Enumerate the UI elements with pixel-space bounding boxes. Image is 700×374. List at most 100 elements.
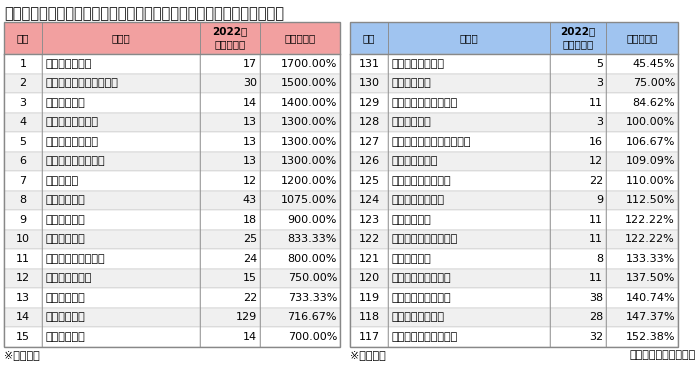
Text: 千葉県野田市: 千葉県野田市 bbox=[391, 254, 430, 264]
Text: 12: 12 bbox=[589, 156, 603, 166]
Text: 千葉県千葉市稲毛区: 千葉県千葉市稲毛区 bbox=[45, 254, 104, 264]
Bar bbox=[42, 327, 200, 346]
Bar bbox=[4, 151, 42, 171]
Bar bbox=[200, 171, 260, 190]
Text: 750.00%: 750.00% bbox=[288, 273, 337, 283]
Text: 122.22%: 122.22% bbox=[625, 215, 675, 225]
Bar bbox=[4, 22, 42, 54]
Text: エリア: エリア bbox=[460, 33, 478, 43]
Bar bbox=[350, 269, 388, 288]
Text: 9: 9 bbox=[596, 195, 603, 205]
Bar bbox=[4, 327, 42, 346]
Bar bbox=[4, 93, 42, 113]
Text: 121: 121 bbox=[358, 254, 379, 264]
Bar bbox=[4, 269, 42, 288]
Bar bbox=[260, 22, 340, 54]
Text: 1075.00%: 1075.00% bbox=[281, 195, 337, 205]
Bar bbox=[200, 132, 260, 151]
Bar bbox=[260, 93, 340, 113]
Text: 神奈川県川崎市川崎区: 神奈川県川崎市川崎区 bbox=[391, 332, 457, 342]
Bar bbox=[42, 249, 200, 269]
Text: 84.62%: 84.62% bbox=[632, 98, 675, 108]
Text: 17: 17 bbox=[243, 59, 257, 69]
Text: 119: 119 bbox=[358, 293, 379, 303]
Bar bbox=[42, 307, 200, 327]
Bar bbox=[350, 113, 388, 132]
Text: 5: 5 bbox=[596, 59, 603, 69]
Text: 13: 13 bbox=[16, 293, 30, 303]
Bar bbox=[606, 113, 678, 132]
Text: 神奈川県横浜市保土ヶ谷区: 神奈川県横浜市保土ヶ谷区 bbox=[391, 137, 470, 147]
Text: 埼玉県八潮市: 埼玉県八潮市 bbox=[45, 332, 85, 342]
Text: 8: 8 bbox=[20, 195, 27, 205]
Bar bbox=[606, 269, 678, 288]
Bar bbox=[606, 93, 678, 113]
Text: 6: 6 bbox=[20, 156, 27, 166]
Text: 1300.00%: 1300.00% bbox=[281, 156, 337, 166]
Text: 8: 8 bbox=[596, 254, 603, 264]
Text: 東京商工リサーチ調べ: 東京商工リサーチ調べ bbox=[630, 350, 696, 361]
Text: 神奈川県横浜市港南区: 神奈川県横浜市港南区 bbox=[391, 98, 457, 108]
Bar bbox=[260, 230, 340, 249]
Bar bbox=[550, 22, 606, 54]
Bar bbox=[200, 249, 260, 269]
Bar bbox=[606, 230, 678, 249]
Text: 3: 3 bbox=[596, 117, 603, 127]
Bar bbox=[350, 307, 388, 327]
Bar bbox=[388, 113, 550, 132]
Text: 117: 117 bbox=[358, 332, 379, 342]
Bar bbox=[350, 171, 388, 190]
Bar bbox=[4, 74, 42, 93]
Bar bbox=[4, 22, 340, 346]
Text: 1200.00%: 1200.00% bbox=[281, 176, 337, 186]
Text: 千葉県千葉市若葉区: 千葉県千葉市若葉区 bbox=[45, 156, 104, 166]
Bar bbox=[4, 113, 42, 132]
Text: 28: 28 bbox=[589, 312, 603, 322]
Bar bbox=[350, 249, 388, 269]
Bar bbox=[388, 307, 550, 327]
Bar bbox=[550, 113, 606, 132]
Text: 11: 11 bbox=[589, 215, 603, 225]
Text: 千葉県市原市: 千葉県市原市 bbox=[45, 234, 85, 244]
Text: 1: 1 bbox=[20, 59, 27, 69]
Bar bbox=[388, 230, 550, 249]
Text: 7: 7 bbox=[20, 176, 27, 186]
Bar bbox=[606, 327, 678, 346]
Text: 埼玉県狭山市: 埼玉県狭山市 bbox=[391, 117, 430, 127]
Text: 109.09%: 109.09% bbox=[626, 156, 675, 166]
Text: 1500.00%: 1500.00% bbox=[281, 78, 337, 88]
Text: 128: 128 bbox=[358, 117, 379, 127]
Bar bbox=[550, 74, 606, 93]
Text: 13: 13 bbox=[243, 117, 257, 127]
Bar bbox=[388, 190, 550, 210]
Bar bbox=[42, 132, 200, 151]
Text: ※比率降順: ※比率降順 bbox=[4, 350, 40, 361]
Text: 東京都東久留米市: 東京都東久留米市 bbox=[391, 59, 444, 69]
Bar bbox=[606, 190, 678, 210]
Bar bbox=[388, 22, 550, 54]
Bar bbox=[4, 288, 42, 307]
Bar bbox=[200, 93, 260, 113]
Text: 東京都多摩市: 東京都多摩市 bbox=[391, 215, 430, 225]
Text: エリア: エリア bbox=[111, 33, 130, 43]
Bar bbox=[260, 307, 340, 327]
Bar bbox=[4, 210, 42, 230]
Bar bbox=[388, 74, 550, 93]
Bar bbox=[606, 307, 678, 327]
Text: 4: 4 bbox=[20, 117, 27, 127]
Bar bbox=[350, 230, 388, 249]
Bar bbox=[606, 210, 678, 230]
Bar bbox=[42, 171, 200, 190]
Text: 9: 9 bbox=[20, 215, 27, 225]
Text: 700.00%: 700.00% bbox=[288, 332, 337, 342]
Bar bbox=[388, 93, 550, 113]
Bar bbox=[260, 132, 340, 151]
Text: 900.00%: 900.00% bbox=[288, 215, 337, 225]
Bar bbox=[388, 54, 550, 74]
Text: 13: 13 bbox=[243, 137, 257, 147]
Bar bbox=[200, 269, 260, 288]
Text: 127: 127 bbox=[358, 137, 379, 147]
Bar bbox=[606, 171, 678, 190]
Bar bbox=[200, 54, 260, 74]
Bar bbox=[200, 22, 260, 54]
